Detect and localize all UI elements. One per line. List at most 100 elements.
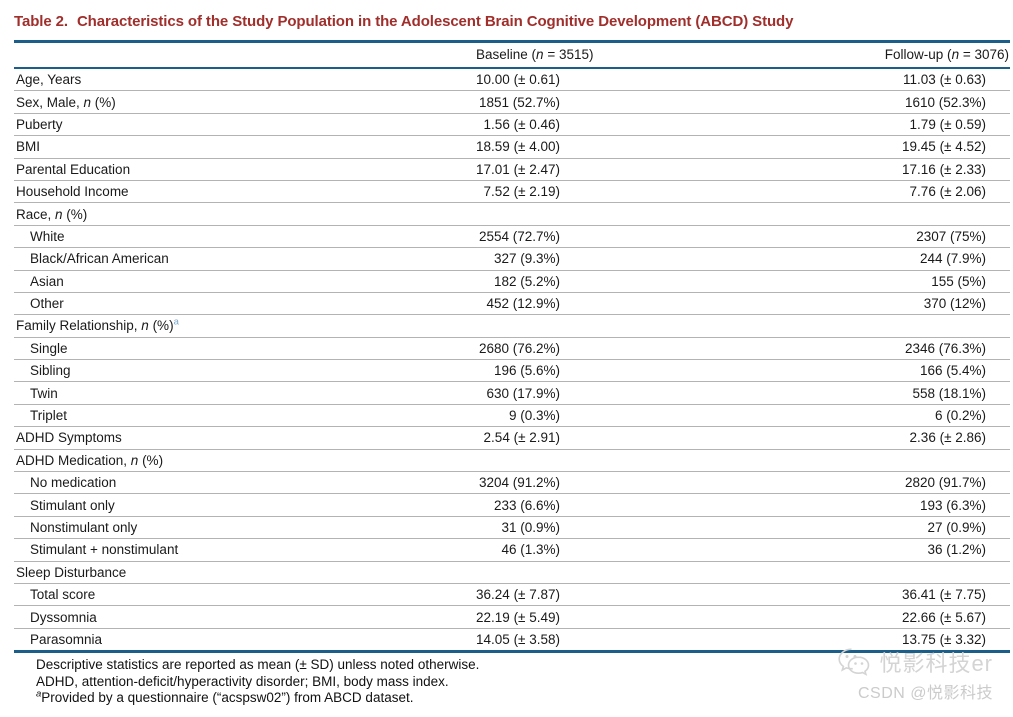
baseline-value: 46 (1.3%)	[430, 538, 560, 562]
baseline-value: 7.52 (± 2.19)	[430, 180, 560, 204]
row-label: BMI	[14, 135, 430, 159]
followup-value: 19.45 (± 4.52)	[560, 135, 1010, 159]
row-label: Other	[14, 292, 430, 316]
table-title-text: Characteristics of the Study Population …	[76, 13, 794, 30]
footnote-abbreviations: ADHD, attention-deficit/hyperactivity di…	[36, 673, 449, 689]
followup-value: 2307 (75%)	[560, 225, 1010, 249]
header-followup: Follow-up (n = 3076)	[560, 41, 1010, 69]
followup-value: 244 (7.9%)	[560, 247, 1010, 271]
row-label: Total score	[14, 583, 430, 607]
baseline-value: 31 (0.9%)	[430, 516, 560, 540]
followup-value: 6 (0.2%)	[560, 404, 1010, 428]
row-label: Asian	[14, 270, 430, 293]
table-row: Parasomnia 14.05 (± 3.58) 13.75 (± 3.32)	[14, 628, 1010, 654]
followup-value	[560, 202, 1010, 226]
row-label: Parental Education	[14, 158, 430, 181]
followup-value: 22.66 (± 5.67)	[560, 605, 1010, 629]
followup-value: 2820 (91.7%)	[560, 471, 1010, 495]
table-row: Sex, Male, n (%) 1851 (52.7%) 1610 (52.3%)	[14, 90, 1010, 114]
section-row: Sleep Disturbance	[14, 561, 1010, 584]
table-row: Stimulant only 233 (6.6%) 193 (6.3%)	[14, 493, 1010, 517]
table-row: Other 452 (12.9%) 370 (12%)	[14, 292, 1010, 316]
baseline-value: 10.00 (± 0.61)	[430, 68, 560, 92]
baseline-value: 9 (0.3%)	[430, 404, 560, 428]
table-row: White 2554 (72.7%) 2307 (75%)	[14, 225, 1010, 249]
baseline-value: 36.24 (± 7.87)	[430, 583, 560, 607]
section-row: Family Relationship, n (%)a	[14, 314, 1010, 338]
baseline-value: 17.01 (± 2.47)	[430, 158, 560, 181]
table-row: Puberty 1.56 (± 0.46) 1.79 (± 0.59)	[14, 113, 1010, 137]
followup-value: 558 (18.1%)	[560, 381, 1010, 405]
followup-value: 1610 (52.3%)	[560, 90, 1010, 114]
table-row: Parental Education 17.01 (± 2.47) 17.16 (±…	[14, 158, 1010, 181]
row-label: Age, Years	[14, 68, 430, 92]
row-label: Stimulant + nonstimulant	[14, 538, 430, 562]
baseline-value: 2.54 (± 2.91)	[430, 426, 560, 450]
followup-value: 193 (6.3%)	[560, 493, 1010, 517]
table-row: No medication 3204 (91.2%) 2820 (91.7%)	[14, 471, 1010, 495]
table-row: Age, Years 10.00 (± 0.61) 11.03 (± 0.63)	[14, 68, 1010, 92]
table-number: Table 2.	[14, 13, 68, 30]
row-label: Sibling	[14, 359, 430, 383]
followup-value: 2346 (76.3%)	[560, 337, 1010, 361]
followup-value	[560, 561, 1010, 584]
followup-value: 17.16 (± 2.33)	[560, 158, 1010, 181]
row-label: Sleep Disturbance	[14, 561, 430, 584]
row-label: Sex, Male, n (%)	[14, 90, 430, 114]
baseline-value: 1851 (52.7%)	[430, 90, 560, 114]
followup-value: 2.36 (± 2.86)	[560, 426, 1010, 450]
followup-value: 13.75 (± 3.32)	[560, 628, 1010, 654]
followup-value	[560, 314, 1010, 338]
followup-value	[560, 449, 1010, 473]
table-row: ADHD Symptoms 2.54 (± 2.91) 2.36 (± 2.86)	[14, 426, 1010, 450]
baseline-value: 14.05 (± 3.58)	[430, 628, 560, 654]
baseline-value: 3204 (91.2%)	[430, 471, 560, 495]
baseline-value: 196 (5.6%)	[430, 359, 560, 383]
followup-value: 36 (1.2%)	[560, 538, 1010, 562]
table-row: Stimulant + nonstimulant 46 (1.3%) 36 (1.2…	[14, 538, 1010, 562]
baseline-value: 2680 (76.2%)	[430, 337, 560, 361]
row-label: No medication	[14, 471, 430, 495]
row-label: Puberty	[14, 113, 430, 137]
table-row: Total score 36.24 (± 7.87) 36.41 (± 7.75)	[14, 583, 1010, 607]
baseline-value: 182 (5.2%)	[430, 270, 560, 293]
table-row: Nonstimulant only 31 (0.9%) 27 (0.9%)	[14, 516, 1010, 540]
followup-value: 36.41 (± 7.75)	[560, 583, 1010, 607]
followup-value: 1.79 (± 0.59)	[560, 113, 1010, 137]
followup-value: 11.03 (± 0.63)	[560, 68, 1010, 92]
watermark: 悦影科技er CSDN @悦影科技	[837, 646, 993, 703]
footnote-a: aProvided by a questionnaire (“acspsw02”…	[36, 688, 414, 705]
section-row: Race, n (%)	[14, 202, 1010, 226]
table-footnotes: Descriptive statistics are reported as m…	[36, 657, 676, 707]
baseline-value: 2554 (72.7%)	[430, 225, 560, 249]
table-row: Sibling 196 (5.6%) 166 (5.4%)	[14, 359, 1010, 383]
row-label: ADHD Medication, n (%)	[14, 449, 430, 473]
baseline-value	[430, 449, 560, 473]
table-row: Single 2680 (76.2%) 2346 (76.3%)	[14, 337, 1010, 361]
footnote-statistics: Descriptive statistics are reported as m…	[36, 657, 480, 672]
row-label: White	[14, 225, 430, 249]
baseline-value: 630 (17.9%)	[430, 381, 560, 405]
wechat-icon	[837, 647, 873, 677]
baseline-value: 22.19 (± 5.49)	[430, 605, 560, 629]
baseline-value: 452 (12.9%)	[430, 292, 560, 316]
baseline-value: 18.59 (± 4.00)	[430, 135, 560, 159]
watermark-name: 悦影科技er	[879, 651, 993, 676]
row-label: ADHD Symptoms	[14, 426, 430, 450]
baseline-value: 233 (6.6%)	[430, 493, 560, 517]
table-row: Household Income 7.52 (± 2.19) 7.76 (± 2.0…	[14, 180, 1010, 204]
watermark-csdn: CSDN @悦影科技	[857, 685, 993, 702]
header-variable-cell	[14, 41, 430, 69]
row-label: Race, n (%)	[14, 202, 430, 226]
header-baseline: Baseline (n = 3515)	[430, 41, 593, 69]
row-label: Black/African American	[14, 247, 430, 271]
followup-value: 7.76 (± 2.06)	[560, 180, 1010, 204]
row-label: Family Relationship, n (%)a	[14, 314, 430, 338]
row-label: Nonstimulant only	[14, 516, 430, 540]
followup-value: 370 (12%)	[560, 292, 1010, 316]
table-row: Triplet 9 (0.3%) 6 (0.2%)	[14, 404, 1010, 428]
table-row: Twin 630 (17.9%) 558 (18.1%)	[14, 381, 1010, 405]
table-row: Dyssomnia 22.19 (± 5.49) 22.66 (± 5.67)	[14, 605, 1010, 629]
row-label: Parasomnia	[14, 628, 430, 654]
table-row: BMI 18.59 (± 4.00) 19.45 (± 4.52)	[14, 135, 1010, 159]
